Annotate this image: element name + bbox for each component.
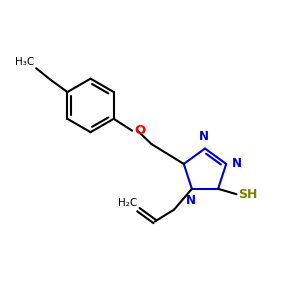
Text: N: N xyxy=(232,157,242,170)
Text: H₂C: H₂C xyxy=(118,198,137,208)
Text: O: O xyxy=(134,124,145,137)
Text: SH: SH xyxy=(238,188,257,201)
Text: N: N xyxy=(199,130,208,143)
Text: N: N xyxy=(185,194,195,207)
Text: H₃C: H₃C xyxy=(15,57,35,67)
